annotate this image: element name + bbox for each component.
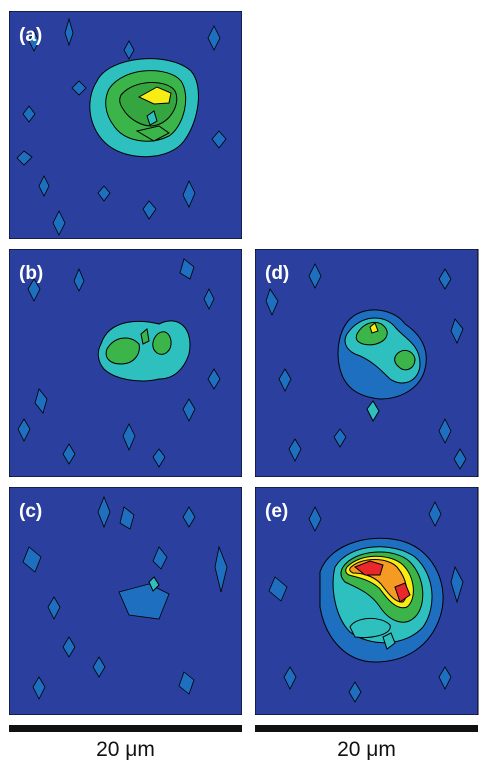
panel-e: (e)	[255, 487, 481, 715]
scale-bar-right	[255, 725, 478, 732]
contour-map-b	[9, 249, 242, 477]
panel-a-label: (a)	[19, 25, 43, 46]
contour-map-d	[255, 249, 479, 477]
panel-c: (c)	[9, 487, 242, 715]
contour-map-e	[255, 487, 479, 715]
scale-bar-left	[9, 725, 242, 732]
contour-map-c	[9, 487, 242, 715]
panel-e-label: (e)	[265, 501, 289, 522]
panel-d-label: (d)	[265, 263, 290, 284]
panel-b: (b)	[9, 249, 242, 477]
contour-map-a	[9, 11, 242, 239]
scale-label-left: 20 μm	[96, 738, 155, 761]
panel-a: (a)	[9, 11, 242, 239]
panel-d: (d)	[255, 249, 481, 477]
panel-c-label: (c)	[19, 501, 43, 522]
panel-b-label: (b)	[19, 263, 44, 284]
scale-label-right: 20 μm	[337, 738, 396, 761]
